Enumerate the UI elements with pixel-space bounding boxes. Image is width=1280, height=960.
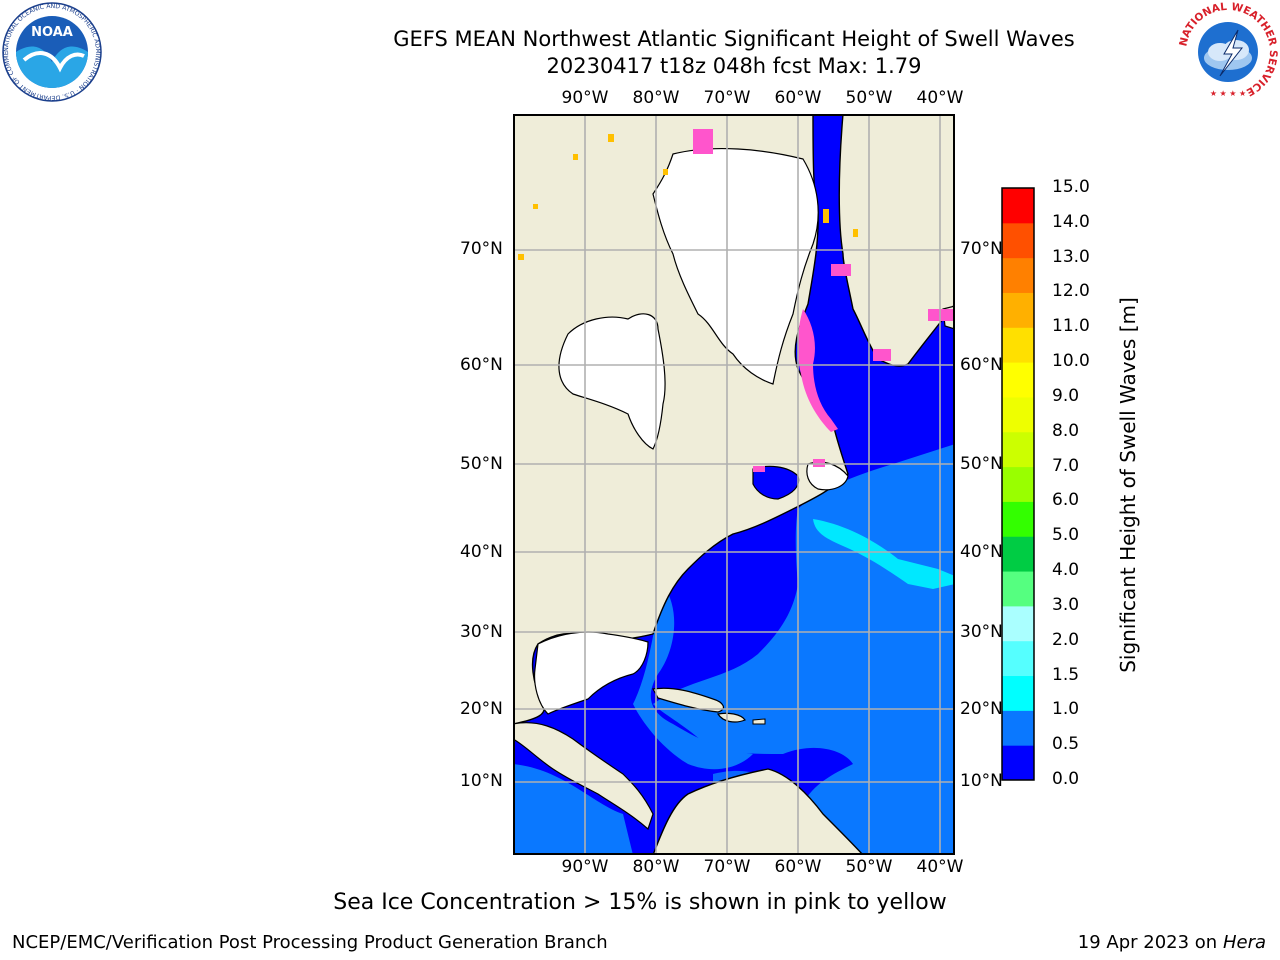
colorbar-level — [1002, 222, 1034, 259]
land-central-america — [514, 722, 654, 831]
lat-label-left: 10°N — [460, 771, 503, 791]
svg-text:NOAA: NOAA — [31, 25, 73, 40]
land-south-america — [652, 768, 864, 854]
colorbar-tick-label: 4.0 — [1052, 560, 1080, 581]
colorbar-label: Significant Height of Swell Waves [m] — [1116, 297, 1140, 673]
colorbar-tick-label: 11.0 — [1052, 316, 1090, 337]
colorbar-tick-label: 3.0 — [1052, 594, 1080, 615]
lon-label-bottom: 50°W — [845, 857, 893, 877]
colorbar-tick-label: 13.0 — [1052, 246, 1090, 267]
date-stamp-text: 19 Apr 2023 on — [1077, 932, 1223, 953]
colorbar-tick-label: 7.0 — [1052, 455, 1080, 476]
lon-label-top: 80°W — [632, 88, 680, 108]
lon-label-top: 50°W — [845, 88, 893, 108]
lat-label-right: 30°N — [960, 622, 1003, 642]
lon-label-top: 60°W — [774, 88, 822, 108]
lat-label-left: 20°N — [460, 699, 503, 719]
colorbar-level — [1002, 292, 1034, 328]
land-puerto-rico — [752, 718, 766, 725]
swell-band-05-10 — [514, 764, 633, 854]
colorbar-tick-label: 12.0 — [1052, 281, 1090, 302]
lat-label-right: 50°N — [960, 454, 1003, 474]
colorbar-tick-label: 0.0 — [1052, 769, 1080, 789]
lon-label-bottom: 90°W — [561, 857, 609, 877]
nws-logo: NATIONAL WEATHER SERVICE ★ ★ ★ ★ — [1178, 2, 1278, 101]
colorbar-level — [1002, 466, 1034, 502]
lat-label-right: 60°N — [960, 355, 1003, 375]
map-panel — [513, 114, 955, 855]
colorbar-level — [1002, 362, 1034, 398]
colorbar-level — [1002, 501, 1034, 537]
lat-label-right: 70°N — [960, 239, 1003, 259]
colorbar-tick-label: 9.0 — [1052, 385, 1080, 406]
lon-label-bottom: 40°W — [916, 857, 964, 877]
map-subtitle: 20230417 t18z 048h fcst Max: 1.79 — [546, 54, 922, 78]
date-stamp: 19 Apr 2023 on Hera — [1078, 932, 1266, 953]
colorbar — [1001, 187, 1035, 781]
svg-text:★ ★ ★ ★: ★ ★ ★ ★ — [1210, 89, 1246, 98]
colorbar-tick-label: 6.0 — [1052, 490, 1080, 511]
gulf-st-lawrence — [752, 465, 800, 500]
lon-label-top: 70°W — [703, 88, 751, 108]
credit-line: NCEP/EMC/Verification Post Processing Pr… — [12, 932, 608, 953]
colorbar-level — [1002, 327, 1034, 363]
colorbar-level — [1002, 605, 1034, 642]
land-greenland — [838, 115, 954, 367]
colorbar-level — [1002, 257, 1034, 293]
sea-ice-note: Sea Ice Concentration > 15% is shown in … — [333, 890, 947, 915]
colorbar-level — [1002, 675, 1034, 711]
colorbar-level — [1002, 710, 1034, 746]
lon-label-top: 90°W — [561, 88, 609, 108]
colorbar-level — [1002, 536, 1034, 572]
colorbar-level — [1002, 431, 1034, 468]
lat-label-left: 40°N — [460, 542, 503, 562]
colorbar-tick-label: 0.5 — [1052, 734, 1080, 755]
lat-label-right: 40°N — [960, 542, 1003, 562]
graticule — [514, 115, 954, 854]
map-frame — [513, 114, 955, 855]
colorbar-tick-label: 15.0 — [1052, 177, 1090, 197]
map-title: GEFS MEAN Northwest Atlantic Significant… — [393, 27, 1075, 51]
swell-band-05-10 — [633, 584, 753, 770]
colorbar-level — [1002, 745, 1034, 781]
land-cuba — [652, 687, 725, 713]
colorbar-tick-label: 10.0 — [1052, 351, 1090, 372]
lat-label-left: 50°N — [460, 454, 503, 474]
colorbar-tick-label: 1.0 — [1052, 699, 1080, 720]
lon-label-bottom: 70°W — [703, 857, 751, 877]
colorbar-level — [1002, 640, 1034, 677]
colorbar-tick-label: 2.0 — [1052, 629, 1080, 650]
colorbar-tick-label: 8.0 — [1052, 420, 1080, 441]
colorbar-tick-label: 14.0 — [1052, 211, 1090, 232]
lat-label-right: 20°N — [960, 699, 1003, 719]
colorbar-level — [1002, 396, 1034, 433]
ice-labrador — [797, 309, 838, 432]
ice-arctic-archipelago — [652, 147, 819, 385]
gulf-of-mexico — [533, 631, 649, 715]
colorbar-level — [1002, 571, 1034, 607]
lat-label-left: 60°N — [460, 355, 503, 375]
swell-band-10-15 — [813, 519, 954, 589]
lat-label-left: 30°N — [460, 622, 503, 642]
lon-label-bottom: 60°W — [774, 857, 822, 877]
colorbar-frame — [1001, 187, 1035, 781]
host-name: Hera — [1222, 932, 1266, 953]
colorbar-tick-label: 5.0 — [1052, 525, 1080, 546]
noaa-logo: NATIONAL OCEANIC AND ATMOSPHERIC ADMINIS… — [2, 2, 102, 102]
lon-label-bottom: 80°W — [632, 857, 680, 877]
colorbar-level — [1002, 188, 1034, 224]
lat-label-left: 70°N — [460, 239, 503, 259]
lat-label-right: 10°N — [960, 771, 1003, 791]
lon-label-top: 40°W — [916, 88, 964, 108]
sea-ice-pink — [693, 129, 953, 472]
colorbar-tick-label: 1.5 — [1052, 664, 1080, 685]
